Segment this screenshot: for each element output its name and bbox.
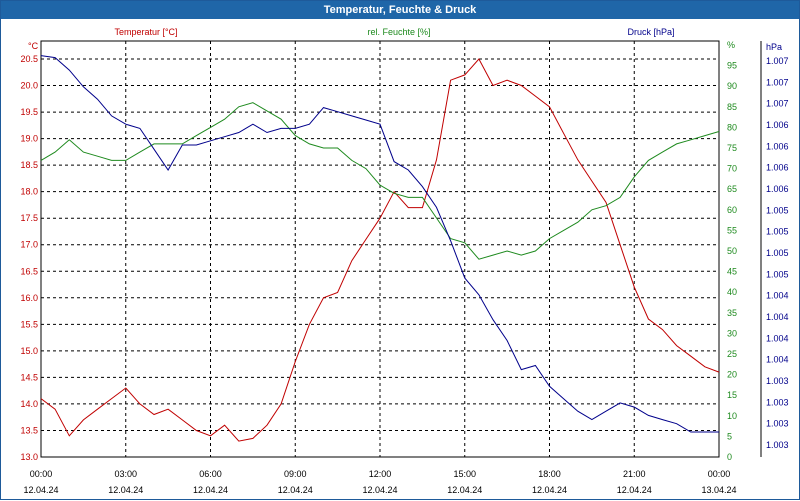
pressure-tick-label: 1.007	[766, 56, 789, 66]
humidity-axis-label: rel. Feuchte [%]	[367, 27, 430, 37]
humidity-tick-label: 45	[727, 267, 737, 277]
x-tick-time: 21:00	[623, 469, 646, 479]
x-tick-time: 18:00	[538, 469, 561, 479]
pressure-tick-label: 1.003	[766, 376, 789, 386]
pressure-tick-label: 1.006	[766, 141, 789, 151]
x-tick-date: 12.04.24	[23, 485, 58, 495]
humidity-tick-label: 60	[727, 205, 737, 215]
x-tick-time: 06:00	[199, 469, 222, 479]
temperature-tick-label: 14.5	[20, 372, 38, 382]
x-tick-date: 12.04.24	[193, 485, 228, 495]
temperature-tick-label: 13.0	[20, 452, 38, 462]
x-tick-date: 12.04.24	[278, 485, 313, 495]
temperature-tick-label: 15.0	[20, 346, 38, 356]
humidity-tick-label: 40	[727, 287, 737, 297]
pressure-tick-label: 1.005	[766, 248, 789, 258]
x-tick-time: 03:00	[114, 469, 137, 479]
humidity-tick-label: 80	[727, 122, 737, 132]
x-tick-date: 13.04.24	[701, 485, 736, 495]
pressure-tick-label: 1.003	[766, 440, 789, 450]
humidity-tick-label: %	[727, 40, 735, 50]
temperature-tick-label: 17.5	[20, 213, 38, 223]
x-tick-date: 12.04.24	[108, 485, 143, 495]
pressure-tick-label: 1.005	[766, 227, 789, 237]
pressure-tick-label: 1.003	[766, 419, 789, 429]
x-tick-time: 15:00	[453, 469, 476, 479]
pressure-tick-label: 1.003	[766, 397, 789, 407]
humidity-tick-label: 30	[727, 328, 737, 338]
pressure-tick-label: 1.007	[766, 77, 789, 87]
temperature-tick-label: 18.0	[20, 187, 38, 197]
humidity-tick-label: 85	[727, 102, 737, 112]
humidity-tick-label: 70	[727, 164, 737, 174]
x-tick-time: 00:00	[30, 469, 53, 479]
pressure-tick-label: hPa	[766, 42, 782, 52]
humidity-tick-label: 10	[727, 411, 737, 421]
temperature-tick-label: 17.0	[20, 240, 38, 250]
temperature-tick-label: 15.5	[20, 319, 38, 329]
x-tick-date: 12.04.24	[617, 485, 652, 495]
humidity-tick-label: 50	[727, 246, 737, 256]
pressure-tick-label: 1.007	[766, 99, 789, 109]
pressure-series-line	[40, 55, 719, 433]
humidity-tick-label: 95	[727, 61, 737, 71]
temperature-tick-label: 18.5	[20, 160, 38, 170]
pressure-tick-label: 1.004	[766, 291, 789, 301]
temperature-unit-label: °C	[28, 41, 39, 51]
x-tick-date: 12.04.24	[532, 485, 567, 495]
pressure-tick-label: 1.004	[766, 312, 789, 322]
x-tick-time: 09:00	[284, 469, 307, 479]
pressure-tick-label: 1.005	[766, 205, 789, 215]
x-tick-date: 12.04.24	[447, 485, 482, 495]
temperature-tick-label: 20.0	[20, 81, 38, 91]
pressure-tick-label: 1.004	[766, 333, 789, 343]
temperature-series-line	[40, 58, 720, 442]
x-tick-date: 12.04.24	[362, 485, 397, 495]
temperature-tick-label: 19.0	[20, 134, 38, 144]
temperature-tick-label: 20.5	[20, 54, 38, 64]
pressure-tick-label: 1.006	[766, 120, 789, 130]
temperature-tick-label: 16.0	[20, 293, 38, 303]
humidity-tick-label: 35	[727, 308, 737, 318]
humidity-tick-label: 75	[727, 143, 737, 153]
humidity-tick-label: 25	[727, 349, 737, 359]
humidity-tick-label: 5	[727, 431, 732, 441]
x-tick-time: 12:00	[369, 469, 392, 479]
window-title: Temperatur, Feuchte & Druck	[1, 1, 799, 19]
pressure-tick-label: 1.004	[766, 355, 789, 365]
temperature-tick-label: 19.5	[20, 107, 38, 117]
temperature-axis-label: Temperatur [°C]	[114, 27, 177, 37]
humidity-tick-label: 55	[727, 225, 737, 235]
humidity-series-line	[40, 102, 720, 260]
pressure-tick-label: 1.006	[766, 163, 789, 173]
temperature-tick-label: 16.5	[20, 266, 38, 276]
pressure-tick-label: 1.006	[766, 184, 789, 194]
humidity-tick-label: 15	[727, 390, 737, 400]
pressure-tick-label: 1.005	[766, 269, 789, 279]
x-tick-time: 00:00	[708, 469, 731, 479]
temperature-tick-label: 13.5	[20, 425, 38, 435]
humidity-tick-label: 20	[727, 370, 737, 380]
humidity-tick-label: 65	[727, 184, 737, 194]
humidity-tick-label: 0	[727, 452, 732, 462]
temperature-tick-label: 14.0	[20, 399, 38, 409]
pressure-axis-label: Druck [hPa]	[627, 27, 674, 37]
humidity-tick-label: 90	[727, 81, 737, 91]
